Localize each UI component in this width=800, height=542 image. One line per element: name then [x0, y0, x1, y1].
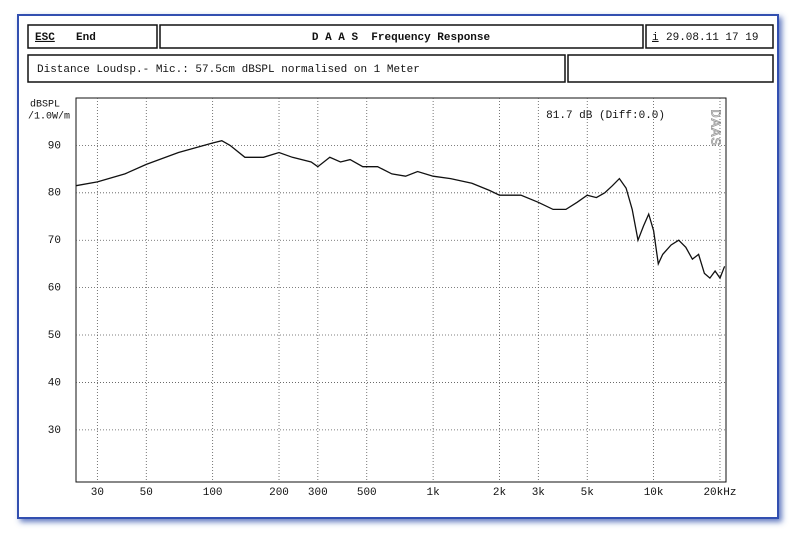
y-tick-label: 80	[48, 188, 61, 200]
x-tick-label: 5k	[581, 487, 595, 499]
title: D A A S Frequency Response	[312, 32, 491, 44]
date-box[interactable]	[645, 24, 774, 49]
annotation: 81.7 dB (Diff:0.0)	[546, 110, 665, 122]
x-tick-label: 3k	[532, 487, 546, 499]
window-frame	[17, 14, 779, 519]
response-curve	[75, 140, 726, 280]
y-tick-label: 30	[48, 425, 61, 437]
x-tick-label: 2k	[493, 487, 507, 499]
info-key: i	[652, 32, 659, 44]
y-tick-label: 40	[48, 377, 61, 389]
esc-key: ESC	[35, 32, 55, 44]
info-text: Distance Loudsp.- Mic.: 57.5cm dBSPL nor…	[37, 64, 420, 76]
datetime: 29.08.11 17 19	[666, 32, 758, 44]
y-label: dBSPL	[30, 99, 60, 111]
title-box	[159, 24, 644, 49]
x-tick-label: 1k	[427, 487, 441, 499]
y-label: /1.0W/m	[28, 111, 70, 123]
empty-box	[567, 54, 774, 83]
y-tick-label: 90	[48, 140, 61, 152]
y-tick-label: 70	[48, 235, 61, 247]
end-label: End	[76, 32, 96, 44]
x-tick-label: 200	[269, 487, 289, 499]
esc-box[interactable]	[27, 24, 158, 49]
x-tick-label: 100	[203, 487, 223, 499]
x-tick-label: 10k	[644, 487, 664, 499]
plot-frame	[75, 97, 727, 483]
watermark: DAAS	[706, 109, 722, 147]
x-tick-label: 500	[357, 487, 377, 499]
x-tick-label: 30	[91, 487, 104, 499]
y-tick-label: 50	[48, 330, 61, 342]
info-box	[27, 54, 566, 83]
x-tick-label: 20kHz	[703, 487, 736, 499]
y-tick-label: 60	[48, 283, 61, 295]
x-tick-label: 300	[308, 487, 328, 499]
x-tick-label: 50	[140, 487, 153, 499]
